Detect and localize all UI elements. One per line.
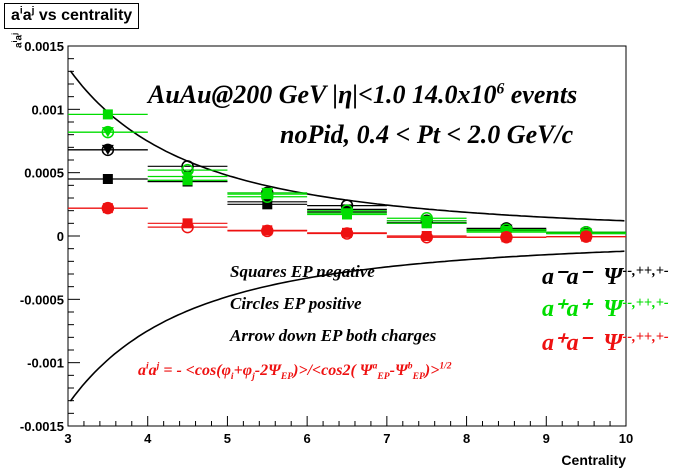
triangle-down-marker bbox=[181, 171, 194, 182]
y-tick-label: 0.001 bbox=[31, 102, 64, 117]
square-marker bbox=[421, 231, 432, 241]
circle-marker bbox=[181, 220, 194, 234]
annotation-pid: noPid, 0.4 < Pt < 2.0 GeV/c bbox=[280, 120, 574, 149]
x-tick-label: 6 bbox=[304, 431, 311, 446]
square-marker bbox=[102, 109, 113, 120]
circle-marker bbox=[500, 231, 513, 244]
annotation-arrows: Arrow down EP both charges bbox=[230, 326, 437, 345]
y-tick-label: -0.0015 bbox=[20, 419, 64, 434]
x-tick-label: 4 bbox=[144, 431, 152, 446]
annotation-circles: Circles EP positive bbox=[230, 294, 362, 313]
legend-entry-plus-plus: a⁺a⁺ Ψ--,++,+- bbox=[542, 295, 669, 322]
x-tick-label: 5 bbox=[224, 431, 231, 446]
triangle-down-marker bbox=[101, 127, 114, 138]
triangle-down-marker bbox=[261, 187, 274, 198]
y-tick-label: 0.0015 bbox=[24, 39, 64, 54]
square-marker bbox=[342, 227, 352, 238]
legend-entry-minus-minus: a⁻a⁻ Ψ--,++,+- bbox=[542, 263, 669, 290]
x-axis-label: Centrality bbox=[561, 452, 626, 468]
x-tick-label: 9 bbox=[543, 431, 550, 446]
triangle-down-marker bbox=[341, 208, 353, 219]
triangle-down-marker bbox=[420, 215, 433, 226]
square-marker bbox=[102, 174, 113, 184]
curve-lower bbox=[69, 250, 625, 402]
x-tick-label: 8 bbox=[463, 431, 470, 446]
y-tick-label: 0 bbox=[57, 229, 64, 244]
legend-entry-plus-minus: a⁺a⁻ Ψ--,++,+- bbox=[542, 329, 669, 356]
annotation-events: AuAu@200 GeV |η|<1.0 14.0x106 events bbox=[148, 80, 578, 109]
circle-marker bbox=[101, 201, 115, 215]
chart-title: aiaj vs centrality bbox=[4, 3, 140, 29]
triangle-down-marker bbox=[101, 144, 114, 155]
x-tick-label: 3 bbox=[64, 431, 71, 446]
y-tick-label: 0.0005 bbox=[24, 166, 64, 181]
annotation-squares: Squares EP negative bbox=[230, 262, 375, 281]
annotation-formula: aiaj = - <cos(φi+φj-2ΨEP)>/<cos2( ΨaEP-Ψ… bbox=[138, 360, 452, 383]
y-tick-label: -0.001 bbox=[27, 356, 64, 371]
circle-marker bbox=[340, 227, 354, 240]
y-axis-label: aiaj bbox=[12, 32, 25, 48]
y-tick-label: -0.0005 bbox=[20, 292, 64, 307]
circle-marker bbox=[420, 231, 433, 244]
triangle-down-marker bbox=[500, 225, 513, 236]
square-marker bbox=[262, 225, 273, 236]
x-tick-label: 10 bbox=[619, 431, 633, 446]
circle-marker bbox=[579, 230, 593, 243]
square-marker bbox=[182, 218, 193, 229]
circle-marker bbox=[261, 224, 274, 238]
x-tick-label: 7 bbox=[383, 431, 390, 446]
